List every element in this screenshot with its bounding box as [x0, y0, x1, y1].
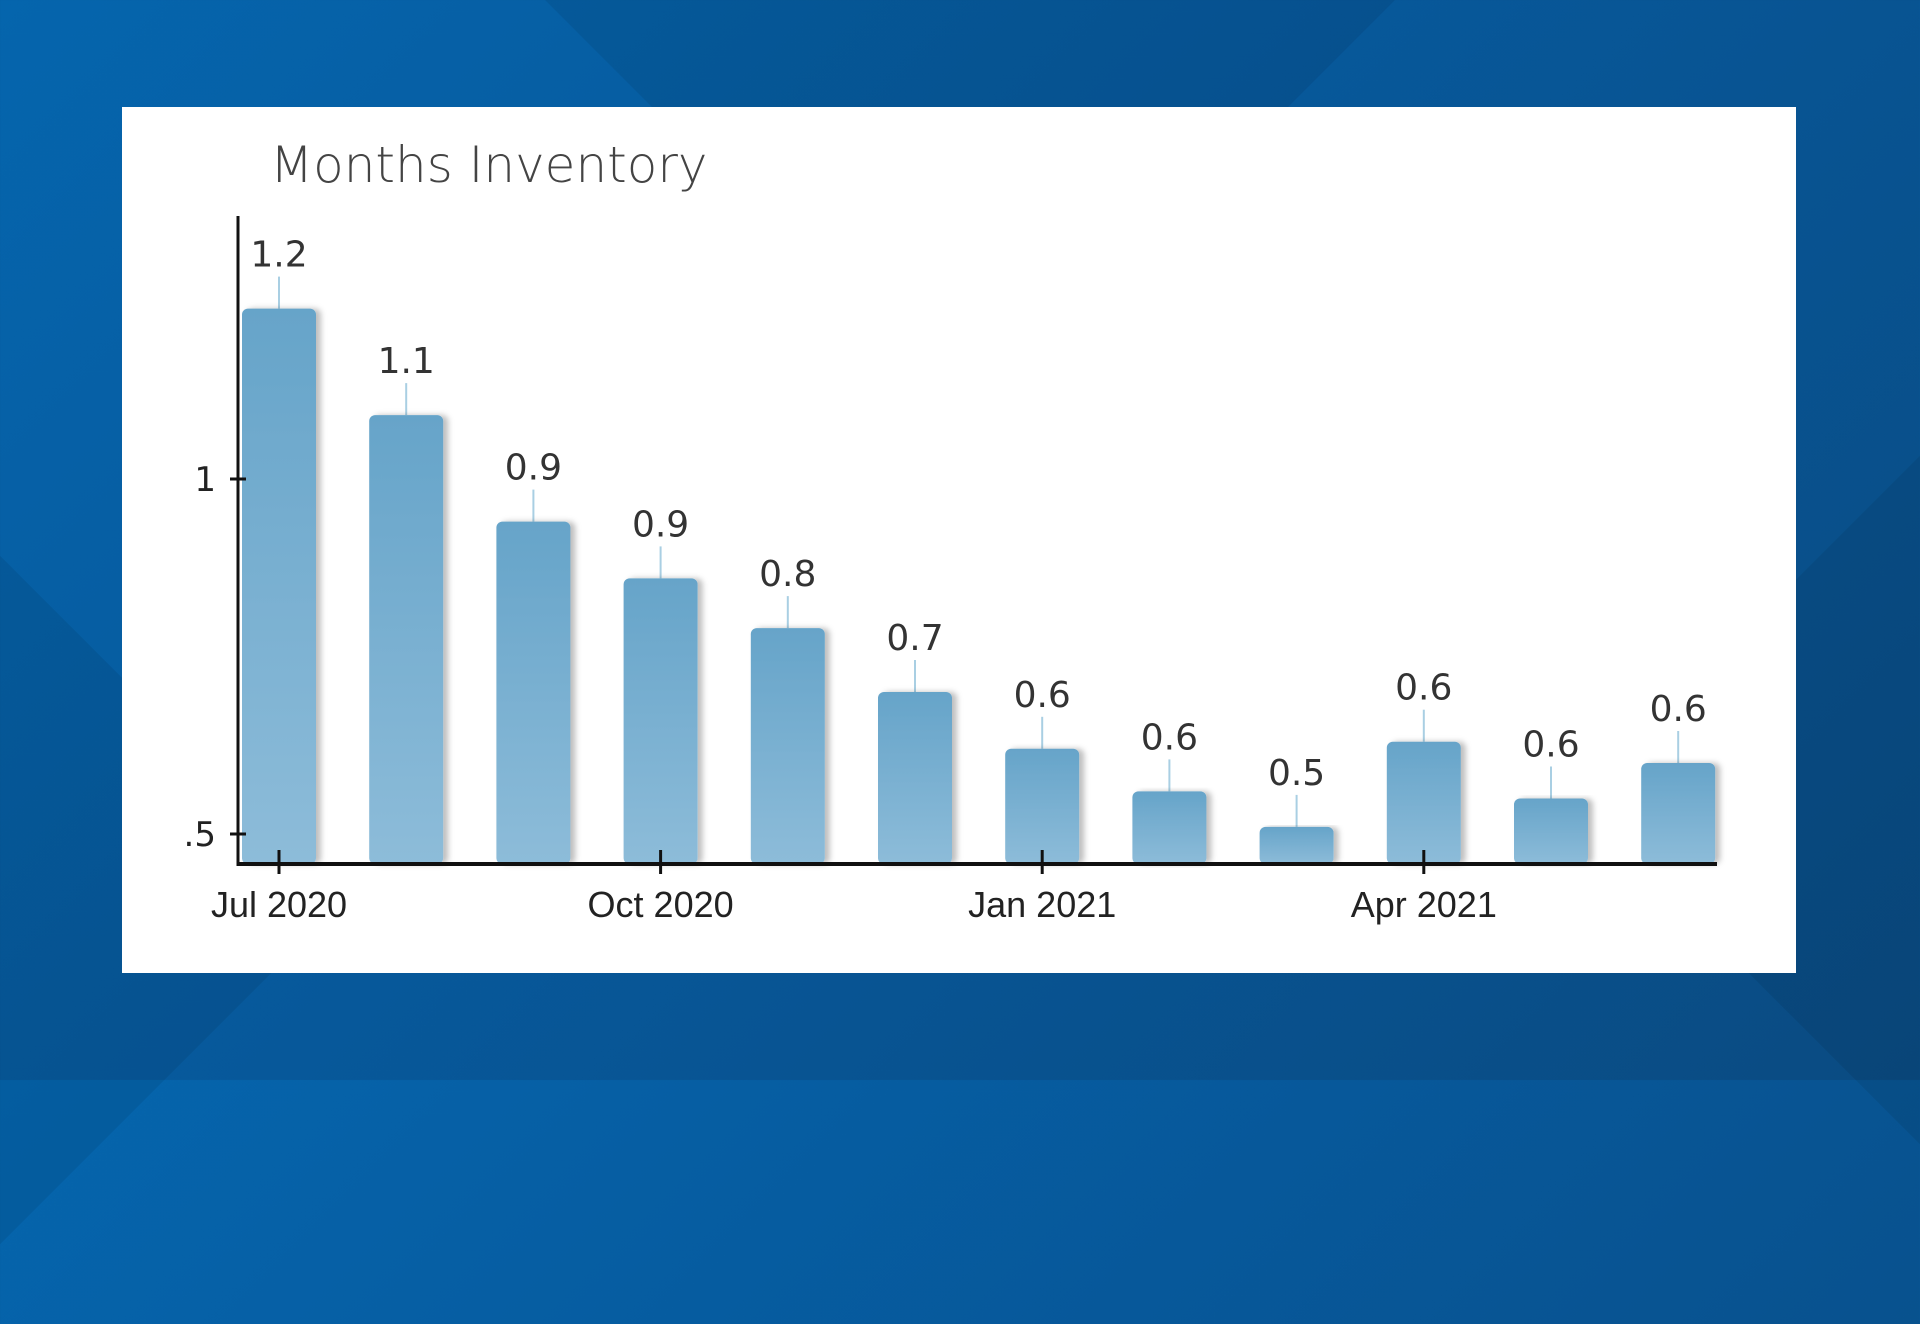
bar-aug-2020	[369, 415, 444, 864]
data-label: 0.9	[505, 448, 562, 489]
x-tick-label: Jan 2021	[968, 884, 1116, 925]
bar-jun-2021	[1641, 763, 1716, 864]
data-label: 0.5	[1268, 753, 1325, 794]
x-tick-label: Oct 2020	[588, 884, 734, 925]
data-label: 0.6	[1650, 689, 1707, 730]
bar-nov-2020	[750, 628, 825, 864]
x-tick-label: Apr 2021	[1351, 884, 1497, 925]
data-label: 1.1	[378, 341, 435, 382]
data-label: 0.7	[886, 618, 943, 659]
bar-may-2021	[1514, 798, 1588, 864]
y-tick-label: .5	[184, 815, 216, 855]
bar-jan-2021	[1005, 748, 1080, 864]
x-tick-label: Jul 2020	[211, 884, 347, 925]
bar-chart: 1.2 1.1 0.9 0.9 0.8 0.7 0.6 0.6 0.5 0.6 0.6 0.6 1 .5 J…	[184, 216, 1717, 925]
chart-title: Months Inventory	[270, 136, 708, 194]
bar-dec-2020	[878, 692, 952, 864]
data-label: 0.6	[1395, 668, 1452, 709]
data-label: 0.6	[1522, 725, 1579, 766]
data-label: 0.8	[759, 554, 816, 595]
bar-apr-2021	[1386, 741, 1461, 864]
y-tick-label: 1	[194, 460, 216, 500]
bar-oct-2020	[623, 578, 698, 864]
data-label: 1.2	[250, 235, 307, 276]
data-label: 0.6	[1014, 675, 1071, 716]
data-label: 0.9	[632, 504, 689, 545]
data-label: 0.6	[1141, 717, 1198, 758]
bar-sep-2020	[496, 521, 571, 864]
bar-mar-2021	[1259, 826, 1334, 864]
bar-feb-2021	[1132, 791, 1207, 864]
bar-jul-2020	[242, 308, 316, 865]
